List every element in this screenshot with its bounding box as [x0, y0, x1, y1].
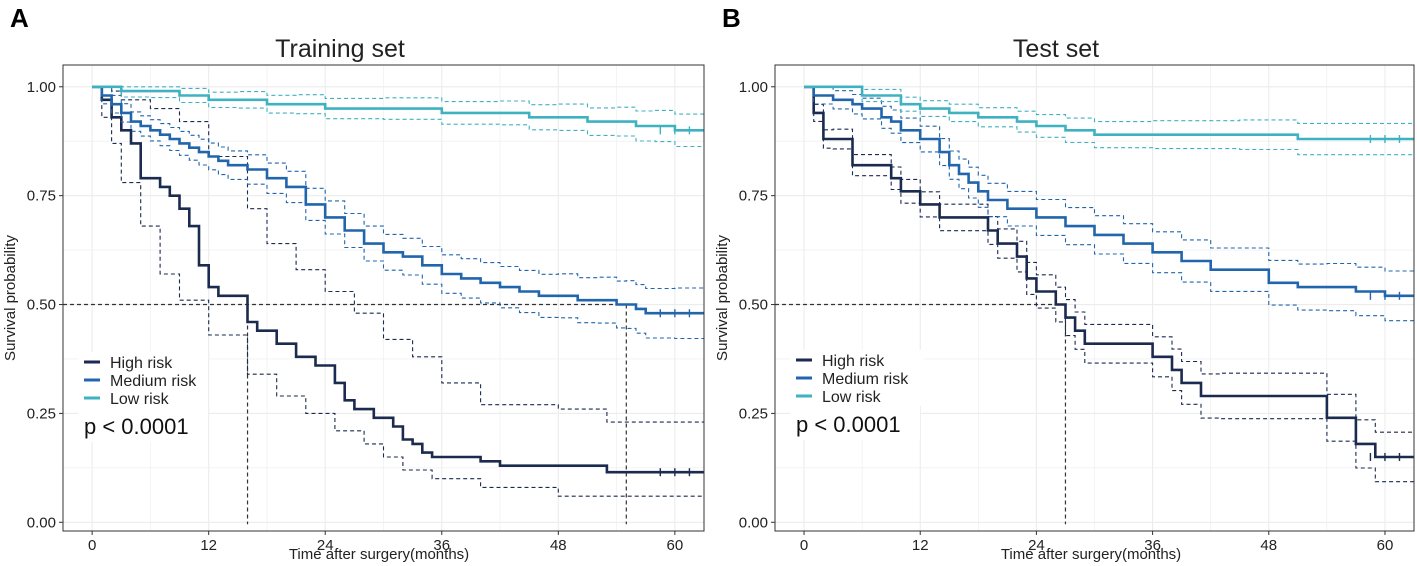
ci-upper-high-risk [804, 86, 1415, 433]
y-tick-label: 0.00 [739, 514, 768, 531]
ci-upper-low-risk [92, 86, 705, 115]
ci-lower-medium-risk [92, 86, 705, 340]
survival-curve-low-risk [92, 85, 704, 132]
legend-item-low-risk: Low risk [84, 391, 170, 408]
legend: High risk Medium risk Low risk [78, 352, 208, 408]
y-axis-label: Survival probability [2, 235, 19, 361]
x-tick-label: 36 [1144, 537, 1161, 554]
y-tick-label: 1.00 [739, 79, 768, 96]
x-tick-label: 12 [200, 537, 217, 554]
legend-label: High risk [822, 353, 885, 370]
y-axis-label: Survival probability [714, 235, 731, 361]
chart-title: Training set [275, 35, 405, 63]
y-tick-label: 0.50 [27, 297, 56, 314]
panel-label: B [722, 3, 741, 33]
survival-curve-high-risk [92, 85, 704, 474]
ci-lower-high-risk [804, 86, 1415, 483]
legend: High risk Medium risk Low risk [790, 350, 924, 406]
x-tick-label: 12 [912, 537, 929, 554]
ci-lower-low-risk [804, 86, 1415, 156]
plot-area: 0 12 24 36 48 60 0.00 0.25 0.50 0.75 1.00 [27, 64, 705, 554]
legend-label: Medium risk [822, 371, 909, 388]
ci-upper-medium-risk [92, 86, 705, 290]
x-tick-label: 0 [800, 537, 808, 554]
chart-title: Test set [1013, 35, 1099, 63]
survival-curve-low-risk [804, 85, 1414, 141]
ci-lower-low-risk [92, 86, 705, 148]
panel-a: A Training set Survival probability Time… [2, 3, 705, 563]
legend-item-low-risk: Low risk [796, 389, 882, 406]
x-axis-label: Time after surgery(months) [289, 546, 469, 563]
legend-item-medium-risk: Medium risk [796, 371, 909, 388]
survival-curve-medium-risk [92, 85, 704, 315]
legend-label: High risk [110, 355, 173, 372]
plot-frame [774, 64, 1415, 532]
x-tick-label: 48 [1260, 537, 1277, 554]
y-tick-label: 1.00 [27, 79, 56, 96]
y-tick-label: 0.75 [739, 188, 768, 205]
ci-upper-high-risk [92, 86, 704, 423]
legend-item-medium-risk: Medium risk [84, 373, 197, 390]
y-tick-label: 0.75 [27, 188, 56, 205]
x-tick-label: 48 [550, 537, 567, 554]
legend-label: Low risk [110, 391, 170, 408]
x-axis-label: Time after surgery(months) [1001, 546, 1181, 563]
y-tick-label: 0.00 [27, 514, 56, 531]
panel-b: B Test set Survival probability Time aft… [714, 3, 1415, 563]
ci-lower-medium-risk [804, 86, 1415, 322]
p-value-text: p < 0.0001 [796, 412, 901, 437]
x-tick-label: 24 [1028, 537, 1045, 554]
ci-lower-high-risk [92, 86, 704, 497]
legend-item-high-risk: High risk [84, 355, 173, 372]
legend-label: Low risk [822, 389, 882, 406]
x-tick-label: 60 [1377, 537, 1394, 554]
y-tick-label: 0.25 [27, 405, 56, 422]
x-tick-label: 24 [317, 537, 334, 554]
x-tick-label: 36 [433, 537, 450, 554]
x-tick-label: 60 [667, 537, 684, 554]
plot-area: 0 12 24 36 48 60 0.00 0.25 0.50 0.75 1.00 [739, 64, 1415, 554]
legend-item-high-risk: High risk [796, 353, 885, 370]
legend-label: Medium risk [110, 373, 197, 390]
survival-curve-medium-risk [804, 85, 1414, 298]
ci-upper-low-risk [804, 86, 1415, 124]
y-tick-label: 0.25 [739, 405, 768, 422]
survival-curve-high-risk [804, 85, 1414, 459]
panel-label: A [10, 3, 29, 33]
x-tick-label: 0 [88, 537, 96, 554]
p-value-text: p < 0.0001 [84, 414, 189, 439]
ci-upper-medium-risk [804, 86, 1415, 272]
plot-frame [62, 64, 705, 532]
y-tick-label: 0.50 [739, 297, 768, 314]
